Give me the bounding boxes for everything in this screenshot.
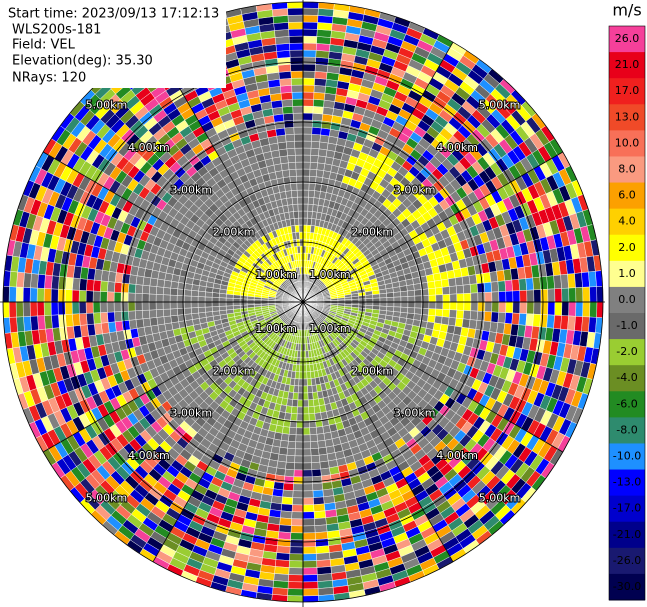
ring-label: 1.00km [255, 268, 297, 281]
colorbar-segment [609, 339, 645, 366]
ring-label: 2.00km [351, 364, 393, 377]
ring-label: 4.00km [436, 449, 478, 462]
colorbar-label: -6.0 [616, 397, 637, 410]
info-box [0, 0, 226, 88]
colorbar-label: 10.0 [615, 136, 640, 149]
colorbar-segment [609, 521, 645, 549]
ring-label: 1.00km [255, 322, 297, 335]
colorbar-segment [609, 286, 645, 314]
ring-label: 4.00km [436, 141, 478, 154]
colorbar-segment [609, 260, 645, 288]
info-line: Field: VEL [12, 38, 76, 53]
ring-label: 3.00km [394, 183, 436, 196]
colorbar-label: 17.0 [615, 84, 640, 97]
info-line: Elevation(deg): 35.30 [12, 54, 153, 69]
colorbar-segment [609, 443, 645, 471]
azimuth-line [302, 151, 564, 303]
colorbar-segment [609, 313, 645, 340]
colorbar-label: -21.0 [613, 528, 641, 541]
colorbar-label: -8.0 [616, 423, 637, 436]
colorbar-label: -1.0 [616, 319, 637, 332]
colorbar-segment [609, 365, 645, 392]
colorbar-label: 13.0 [615, 110, 640, 123]
ring-label: 2.00km [213, 364, 255, 377]
azimuth-line [302, 41, 454, 303]
colorbar-segment [609, 573, 645, 601]
colorbar-label: -4.0 [616, 371, 637, 384]
colorbar-segment [609, 130, 645, 157]
colorbar-segment [609, 234, 645, 262]
ring-label: 5.00km [86, 98, 128, 111]
ring-label: 5.00km [479, 492, 521, 505]
ring-label: 5.00km [86, 492, 128, 505]
info-line: Start time: 2023/09/13 17:12:13 [8, 7, 219, 22]
ring-label: 3.00km [171, 407, 213, 420]
azimuth-line [42, 301, 304, 453]
colorbar-label: -26.0 [613, 554, 641, 567]
colorbar-label: -2.0 [616, 345, 637, 358]
colorbar-segment [609, 78, 645, 105]
ring-label: 1.00km [309, 268, 351, 281]
colorbar-label: 0.0 [618, 293, 636, 306]
ring-label: 2.00km [351, 226, 393, 239]
colorbar-label: -10.0 [613, 450, 641, 463]
colorbar-segment [609, 104, 645, 131]
ring-label: 1.00km [309, 322, 351, 335]
colorbar-label: -13.0 [613, 476, 641, 489]
colorbar-segment [609, 208, 645, 236]
ring-label: 4.00km [128, 449, 170, 462]
ring-label: 3.00km [394, 407, 436, 420]
azimuth-line [302, 301, 454, 563]
azimuth-line [152, 301, 304, 563]
colorbar-segment [609, 156, 645, 184]
colorbar-segment [609, 391, 645, 418]
colorbar-label: 26.0 [615, 32, 640, 45]
colorbar-segment [609, 547, 645, 575]
colorbar-label: 8.0 [618, 162, 636, 175]
colorbar-label: 1.0 [618, 267, 636, 280]
colorbar-label: 21.0 [615, 58, 640, 71]
azimuth-line [302, 301, 564, 453]
azimuth-line [42, 151, 304, 303]
colorbar-segment [609, 52, 645, 79]
colorbar-label: -17.0 [613, 502, 641, 515]
colorbar-title: m/s [612, 1, 641, 20]
colorbar-label: -30.0 [613, 580, 641, 593]
colorbar-segment [609, 495, 645, 523]
ring-label: 4.00km [128, 141, 170, 154]
info-line: NRays: 120 [12, 71, 86, 86]
ring-label: 3.00km [171, 183, 213, 196]
colorbar-segment [609, 26, 645, 53]
colorbar-frame [608, 25, 646, 601]
colorbar-label: 4.0 [618, 215, 636, 228]
colorbar-segment [609, 469, 645, 497]
range-rings [0, 0, 605, 607]
info-line: WLS200s-181 [12, 23, 101, 38]
colorbar-segment [609, 417, 645, 444]
colorbar-label: 6.0 [618, 189, 636, 202]
colorbar-label: 2.0 [618, 241, 636, 254]
ring-label: 5.00km [479, 98, 521, 111]
colorbar-segment [609, 182, 645, 210]
ring-label: 2.00km [213, 226, 255, 239]
